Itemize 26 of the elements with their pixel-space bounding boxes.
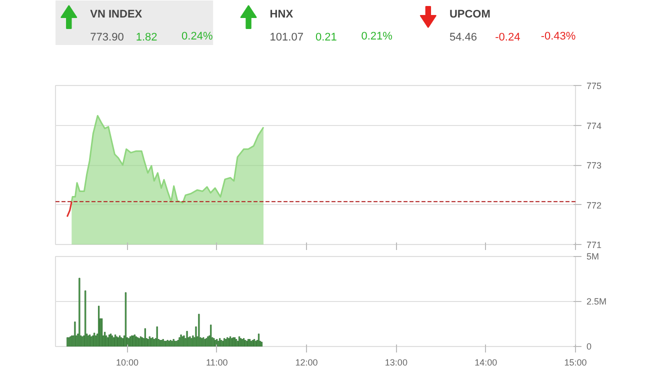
text: 1.82 <box>136 32 158 44</box>
x-tick-label: 13:00 <box>384 358 408 368</box>
x-tick-label: 10:00 <box>116 358 138 368</box>
x-tick-label: 12:00 <box>295 358 318 368</box>
text: 0.24% <box>182 30 213 42</box>
y-tick-label: 773 <box>586 160 602 170</box>
text: 0.21 <box>316 32 337 44</box>
text: -0.43% <box>540 30 576 42</box>
text: 773.90 <box>90 32 124 44</box>
category-label: VN INDEX <box>90 8 143 20</box>
y-tick-label: 772 <box>586 200 602 210</box>
y-tick-label: 0 <box>586 342 592 352</box>
x-tick-label: 11:00 <box>206 358 228 368</box>
category-label: HNX <box>270 8 294 20</box>
text: 54.46 <box>449 32 477 44</box>
x-tick-label: 15:00 <box>564 358 587 368</box>
category-label: UPCOM <box>449 8 490 20</box>
x-tick-label: 14:00 <box>474 358 498 368</box>
y-tick-label: 771 <box>586 240 602 250</box>
y-tick-label: 775 <box>586 81 602 91</box>
text: 101.07 <box>270 32 304 44</box>
text: 0.21% <box>361 30 393 42</box>
y-tick-label: 2.5M <box>586 296 607 306</box>
y-tick-label: 5M <box>586 252 600 262</box>
y-tick-label: 774 <box>586 120 602 131</box>
text: -0.24 <box>495 32 520 44</box>
